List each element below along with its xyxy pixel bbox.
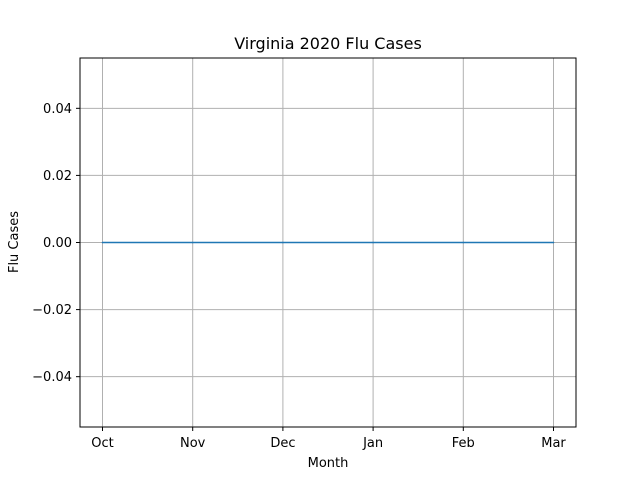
data-point — [372, 241, 374, 244]
x-tick-label: Mar — [541, 436, 566, 451]
y-tick-label: 0.00 — [43, 236, 72, 251]
data-point — [191, 241, 194, 244]
data-point — [282, 241, 284, 244]
data-point — [101, 241, 104, 244]
y-axis-title: Flu Cases — [7, 211, 22, 273]
chart-title: Virginia 2020 Flu Cases — [234, 34, 422, 53]
x-tick-label: Dec — [270, 436, 295, 451]
y-tick-label: −0.02 — [32, 303, 72, 318]
series-layer — [101, 241, 555, 244]
x-axis: Oct Nov Dec Jan Feb Mar — [91, 427, 566, 451]
x-tick-label: Nov — [180, 436, 206, 451]
data-point — [462, 241, 465, 244]
y-axis: −0.04 −0.02 0.00 0.02 0.04 — [32, 102, 80, 385]
x-tick-label: Oct — [91, 436, 113, 451]
y-tick-label: 0.04 — [43, 102, 72, 117]
x-axis-title: Month — [308, 456, 349, 471]
y-tick-label: −0.04 — [32, 370, 72, 385]
x-tick-label: Jan — [362, 436, 383, 451]
data-point — [552, 241, 555, 244]
x-tick-label: Feb — [452, 436, 475, 451]
y-tick-label: 0.02 — [43, 169, 72, 184]
